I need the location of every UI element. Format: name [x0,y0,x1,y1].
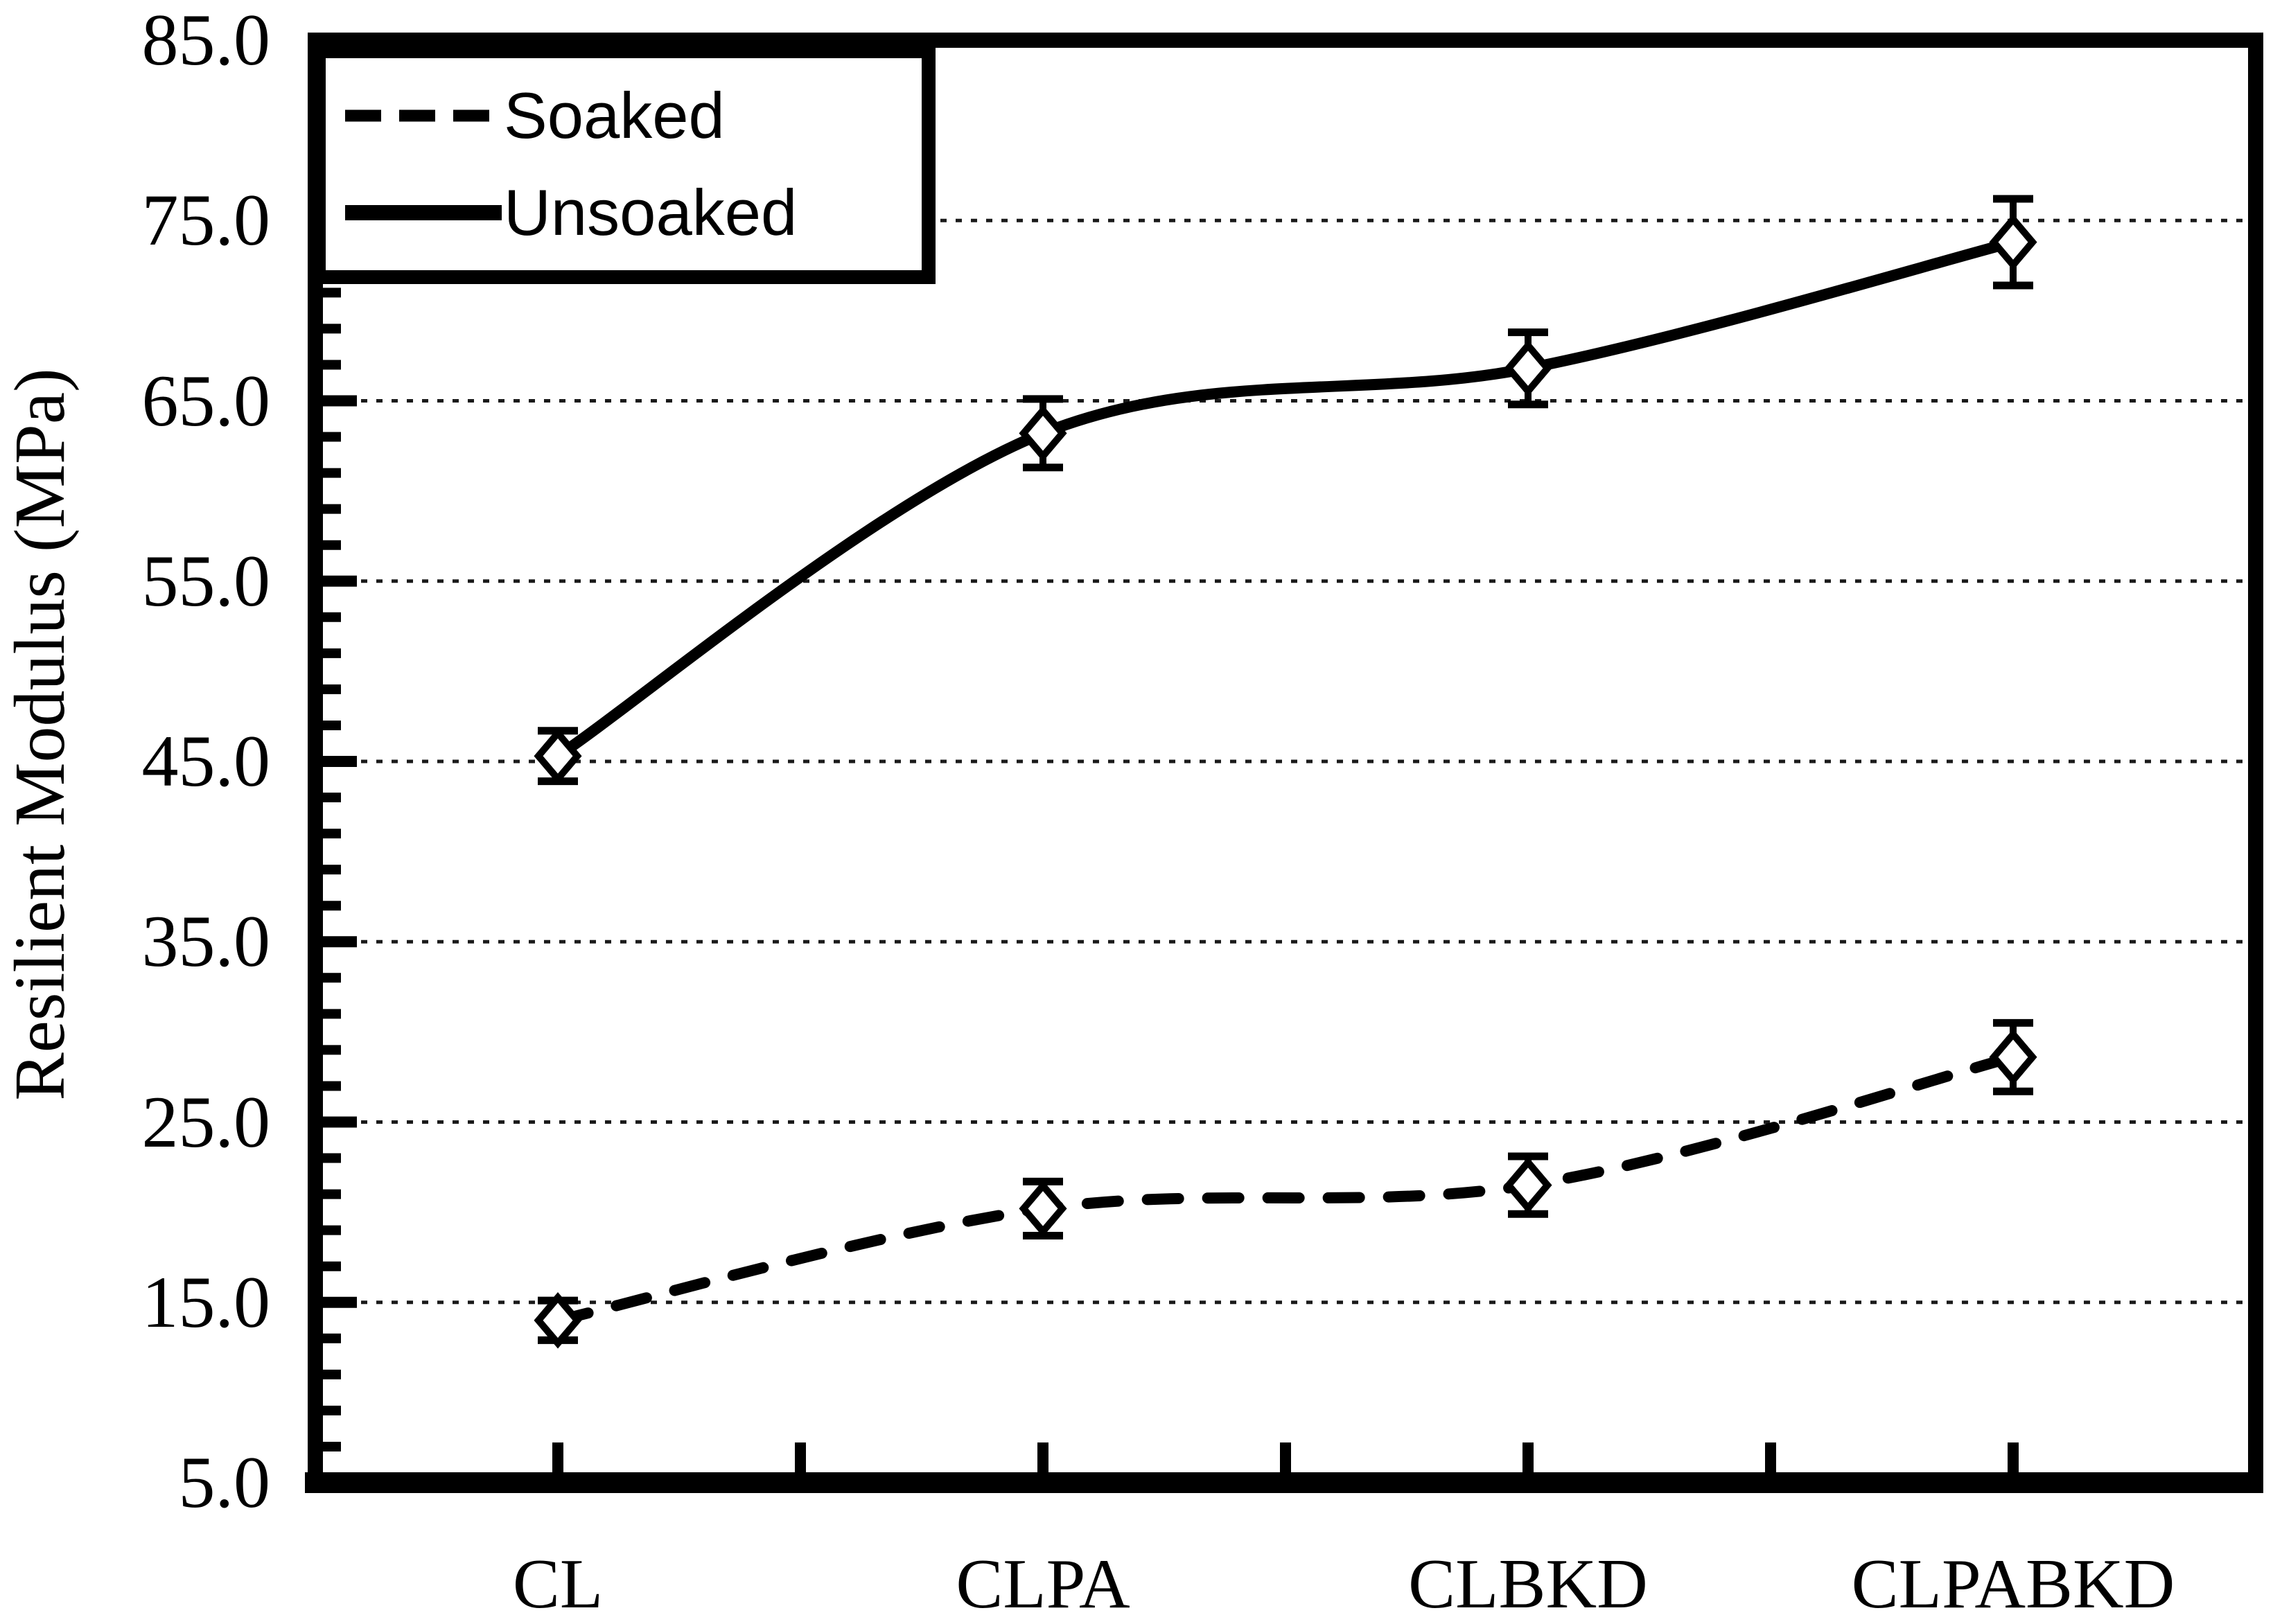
x-category-label: CLBKD [1408,1545,1648,1623]
legend-label-unsoaked: Unsoaked [504,176,798,249]
x-category-label: CLPA [956,1545,1130,1623]
y-tick-label: 45.0 [141,721,271,802]
legend-box: Soaked Unsoaked [312,44,936,284]
y-tick-label: 85.0 [141,0,271,80]
legend-item-soaked: Soaked [344,72,922,159]
diamond-marker-soaked [534,1292,582,1349]
legend-label-soaked: Soaked [504,79,725,152]
diamond-marker-unsoaked [1989,213,2037,271]
legend-item-unsoaked: Unsoaked [344,169,922,256]
y-tick-label: 75.0 [141,179,271,261]
diamond-marker-unsoaked [1019,405,1067,462]
y-tick-label: 65.0 [141,360,271,441]
x-category-label: CL [512,1545,604,1623]
diamond-marker-unsoaked [1504,339,1552,397]
diamond-marker-soaked [1504,1156,1552,1214]
legend-dashed-line-sample [345,109,500,122]
y-tick-label: 25.0 [141,1081,271,1163]
y-tick-label: 35.0 [141,901,271,982]
diamond-marker-soaked [1019,1180,1067,1237]
diamond-marker-unsoaked [534,727,582,784]
unsoaked-series-line [554,236,2015,761]
legend-solid-line-sample [345,205,502,220]
soaked-series-line [552,1051,2019,1326]
x-category-label: CLPABKD [1851,1545,2175,1623]
diamond-marker-soaked [1989,1029,2037,1086]
y-tick-label: 55.0 [141,540,271,621]
y-tick-label: 15.0 [141,1261,271,1343]
y-tick-label: 5.0 [178,1442,271,1523]
